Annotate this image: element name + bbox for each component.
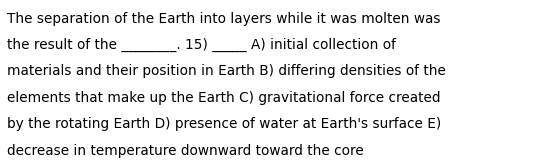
Text: elements that make up the Earth C) gravitational force created: elements that make up the Earth C) gravi…: [7, 91, 441, 105]
Text: The separation of the Earth into layers while it was molten was: The separation of the Earth into layers …: [7, 12, 441, 26]
Text: materials and their position in Earth B) differing densities of the: materials and their position in Earth B)…: [7, 64, 446, 78]
Text: decrease in temperature downward toward the core: decrease in temperature downward toward …: [7, 144, 364, 158]
Text: the result of the ________. 15) _____ A) initial collection of: the result of the ________. 15) _____ A)…: [7, 38, 396, 52]
Text: by the rotating Earth D) presence of water at Earth's surface E): by the rotating Earth D) presence of wat…: [7, 117, 441, 131]
